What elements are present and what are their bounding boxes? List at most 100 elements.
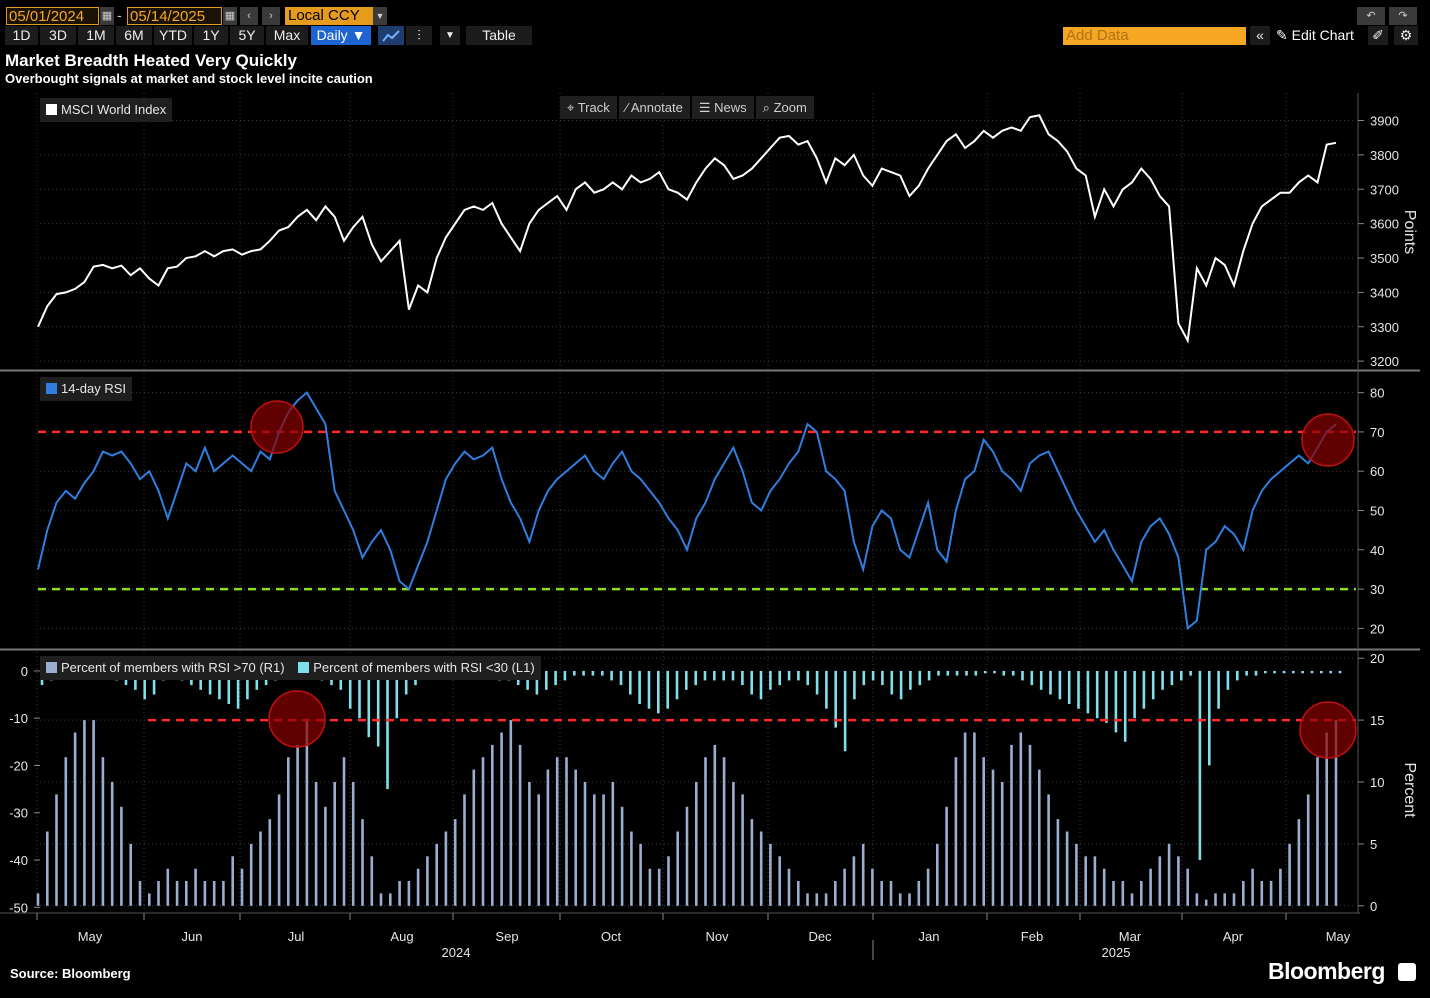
bar-rsi-lt30 bbox=[993, 670, 996, 674]
bar-rsi-gt70 bbox=[249, 843, 253, 906]
bar-rsi-lt30 bbox=[1011, 670, 1015, 676]
chevron-right-icon[interactable]: › bbox=[262, 7, 280, 25]
news-icon: ☰ bbox=[698, 100, 715, 115]
end-date-input[interactable]: 05/14/2025 bbox=[127, 7, 222, 25]
bar-rsi-lt30 bbox=[983, 670, 987, 674]
bar-rsi-gt70 bbox=[1140, 881, 1143, 906]
bar-rsi-gt70 bbox=[657, 868, 661, 906]
bar-rsi-gt70 bbox=[898, 893, 902, 906]
bar-rsi-gt70 bbox=[305, 720, 309, 906]
bar-rsi-gt70 bbox=[880, 881, 883, 906]
y-tick-label: 3700 bbox=[1370, 182, 1399, 197]
bar-rsi-gt70 bbox=[500, 732, 503, 906]
x-tick-label: Mar bbox=[1119, 929, 1142, 944]
bar-rsi-lt30 bbox=[890, 670, 894, 695]
legend-swatch bbox=[46, 662, 57, 673]
start-date-input[interactable]: 05/01/2024 bbox=[6, 7, 99, 25]
bar-rsi-gt70 bbox=[379, 893, 383, 906]
range-1y-button[interactable]: 1Y bbox=[194, 26, 228, 45]
range-5y-button[interactable]: 5Y bbox=[230, 26, 264, 45]
bar-rsi-lt30 bbox=[554, 670, 557, 686]
bar-rsi-lt30 bbox=[1142, 670, 1146, 709]
bar-rsi-lt30 bbox=[918, 670, 922, 686]
range-3d-button[interactable]: 3D bbox=[40, 26, 76, 45]
bar-rsi-lt30 bbox=[1189, 670, 1192, 676]
bar-rsi-gt70 bbox=[982, 757, 985, 906]
edit-chart-button[interactable]: ✎ Edit Chart bbox=[1276, 26, 1354, 45]
y-tick-label: 3500 bbox=[1370, 251, 1399, 266]
table-button[interactable]: Table bbox=[466, 26, 532, 45]
bar-rsi-gt70 bbox=[83, 720, 86, 906]
bar-rsi-gt70 bbox=[231, 856, 234, 906]
bar-rsi-gt70 bbox=[945, 806, 948, 906]
undo-icon[interactable]: ↶ bbox=[1357, 7, 1385, 25]
bar-rsi-lt30 bbox=[1105, 670, 1108, 723]
bar-rsi-gt70 bbox=[537, 794, 540, 906]
bar-rsi-lt30 bbox=[629, 670, 632, 695]
chart-subtitle: Overbought signals at market and stock l… bbox=[5, 71, 373, 86]
bar-rsi-lt30 bbox=[899, 670, 903, 700]
line-chart-icon[interactable] bbox=[378, 26, 404, 45]
edit-chart-label: Edit Chart bbox=[1291, 27, 1354, 43]
redo-icon[interactable]: ↷ bbox=[1389, 7, 1417, 25]
calendar-icon[interactable]: ▦ bbox=[100, 7, 114, 25]
zoom-button[interactable]: ⌕ Zoom bbox=[755, 96, 814, 119]
bar-rsi-gt70 bbox=[713, 744, 717, 906]
bar-rsi-lt30 bbox=[1030, 670, 1034, 686]
annotate-button[interactable]: ∕ Annotate bbox=[618, 96, 690, 119]
gear-icon[interactable]: ⚙ bbox=[1394, 26, 1418, 45]
bar-rsi-gt70 bbox=[732, 782, 735, 906]
bar-rsi-gt70 bbox=[73, 732, 77, 906]
y-tick-label: 3200 bbox=[1370, 354, 1399, 369]
candlestick-icon[interactable]: ⫶ bbox=[406, 26, 432, 45]
bar-rsi-gt70 bbox=[101, 757, 105, 906]
y-tick-label: 5 bbox=[1370, 837, 1377, 852]
bar-rsi-lt30 bbox=[563, 670, 567, 681]
frequency-select[interactable]: Daily ▼ bbox=[311, 26, 371, 45]
bar-rsi-gt70 bbox=[778, 856, 781, 906]
legend-swatch bbox=[46, 104, 57, 115]
bar-rsi-lt30 bbox=[713, 670, 716, 681]
bar-rsi-gt70 bbox=[1047, 794, 1050, 906]
axes: 3200 3300 3400 3500 3600 3700 3800 3900 Points 20… bbox=[0, 93, 1420, 960]
gridlines bbox=[36, 93, 1356, 912]
bar-rsi-gt70 bbox=[398, 881, 401, 906]
chevron-down-icon[interactable]: ▼ bbox=[440, 26, 460, 45]
news-button[interactable]: ☰ News bbox=[691, 96, 754, 119]
bar-rsi-gt70 bbox=[481, 757, 485, 906]
x-year-label: 2025 bbox=[1102, 945, 1131, 960]
bar-rsi-gt70 bbox=[185, 881, 188, 906]
currency-select[interactable]: Local CCY ▼ bbox=[285, 7, 387, 25]
range-6m-button[interactable]: 6M bbox=[116, 26, 152, 45]
bar-rsi-lt30 bbox=[1236, 670, 1239, 681]
annotate-icon[interactable]: ✐ bbox=[1368, 26, 1388, 45]
calendar-icon[interactable]: ▦ bbox=[223, 7, 237, 25]
bar-rsi-lt30 bbox=[647, 670, 651, 709]
y-tick-label: 60 bbox=[1370, 464, 1384, 479]
bar-rsi-lt30 bbox=[853, 670, 856, 700]
y-tick-label: 20 bbox=[1370, 621, 1384, 636]
bar-rsi-lt30 bbox=[1095, 670, 1099, 719]
bar-rsi-gt70 bbox=[64, 757, 68, 906]
bar-rsi-lt30 bbox=[1077, 670, 1080, 709]
range-ytd-button[interactable]: YTD bbox=[154, 26, 192, 45]
bar-rsi-gt70 bbox=[453, 819, 457, 906]
bar-rsi-gt70 bbox=[157, 881, 160, 906]
bar-rsi-lt30 bbox=[675, 670, 679, 700]
range-1d-button[interactable]: 1D bbox=[5, 26, 38, 45]
bar-rsi-gt70 bbox=[528, 782, 531, 906]
collapse-icon[interactable]: « bbox=[1250, 26, 1270, 45]
bar-rsi-lt30 bbox=[1058, 670, 1062, 700]
range-1m-button[interactable]: 1M bbox=[78, 26, 114, 45]
bar-rsi-lt30 bbox=[722, 670, 725, 681]
add-data-input[interactable]: Add Data bbox=[1063, 27, 1246, 45]
bar-rsi-gt70 bbox=[741, 794, 744, 906]
bar-rsi-lt30 bbox=[1226, 670, 1230, 690]
bar-rsi-lt30 bbox=[797, 670, 800, 681]
range-max-button[interactable]: Max bbox=[266, 26, 308, 45]
chevron-left-icon[interactable]: ‹ bbox=[240, 7, 258, 25]
bar-rsi-lt30 bbox=[825, 670, 828, 709]
bar-rsi-gt70 bbox=[1269, 881, 1273, 906]
track-button[interactable]: ⌖ Track bbox=[560, 96, 617, 119]
